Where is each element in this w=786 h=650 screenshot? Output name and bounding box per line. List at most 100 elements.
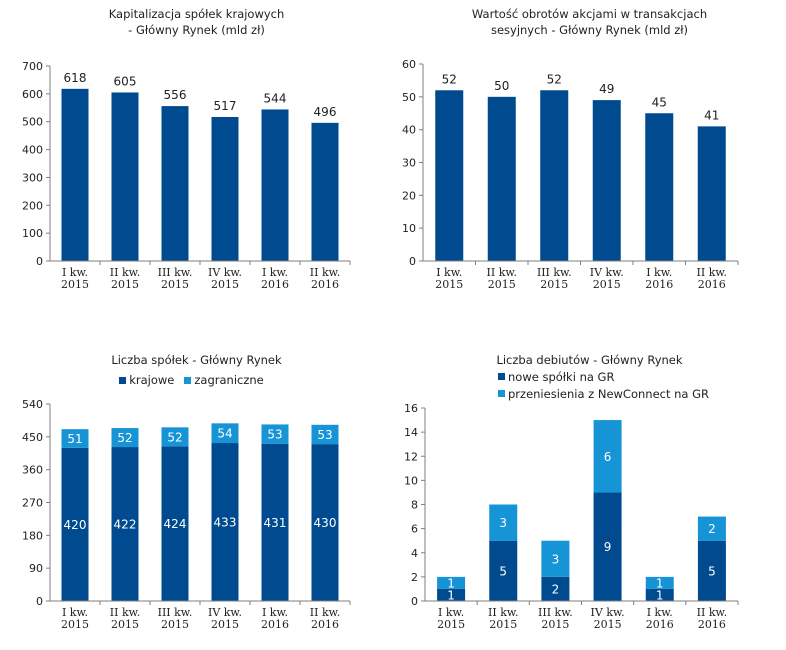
bar-segment xyxy=(437,576,466,589)
y-tick-label: 6 xyxy=(411,523,418,536)
x-tick-label: 2015 xyxy=(111,278,139,291)
chart-legend: nowe spółki na GR przeniesienia z NewCon… xyxy=(498,368,709,402)
x-tick-label: III kw. xyxy=(537,266,572,279)
bar-segment xyxy=(697,540,726,601)
chart-company-count: Liczba spółek - Główny Rynek krajowe zag… xyxy=(0,338,393,650)
x-tick-label: 2016 xyxy=(311,278,339,291)
y-tick-label: 700 xyxy=(22,60,43,73)
y-tick-label: 300 xyxy=(22,171,43,184)
y-tick-label: 400 xyxy=(22,144,43,157)
x-tick-label: 2016 xyxy=(261,278,289,291)
data-label: 1 xyxy=(656,576,664,590)
x-tick-label: 2016 xyxy=(698,618,726,631)
legend-label: krajowe xyxy=(129,373,175,387)
y-tick-label: 40 xyxy=(402,124,416,137)
bar-segment xyxy=(261,443,289,601)
data-label: 422 xyxy=(114,518,137,532)
x-tick-label: I kw. xyxy=(647,606,673,619)
y-tick-label: 600 xyxy=(22,88,43,101)
data-label: 41 xyxy=(704,108,719,122)
x-tick-label: III kw. xyxy=(538,606,573,619)
y-tick-label: 270 xyxy=(22,497,43,510)
data-label: 431 xyxy=(264,516,287,530)
y-tick-label: 30 xyxy=(402,157,416,170)
bar xyxy=(487,96,516,261)
data-label: 3 xyxy=(552,552,560,566)
x-tick-label: 2015 xyxy=(61,278,89,291)
y-tick-label: 50 xyxy=(402,91,416,104)
x-tick-label: III kw. xyxy=(158,606,193,619)
y-tick-label: 200 xyxy=(22,199,43,212)
legend-item-transfers: przeniesienia z NewConnect na GR xyxy=(498,385,709,402)
bar xyxy=(311,122,339,261)
chart-debuts: Liczba debiutów - Główny Rynek nowe spół… xyxy=(393,338,786,650)
x-tick-label: 2015 xyxy=(593,278,621,291)
data-label: 496 xyxy=(314,105,337,119)
bar-segment xyxy=(697,516,726,541)
y-tick-label: 540 xyxy=(22,398,43,411)
data-label: 51 xyxy=(67,432,82,446)
x-tick-label: IV kw. xyxy=(591,606,625,619)
data-label: 54 xyxy=(217,427,232,441)
data-label: 556 xyxy=(164,88,187,102)
y-tick-label: 0 xyxy=(36,595,43,608)
bar xyxy=(261,109,289,261)
x-tick-label: 2015 xyxy=(540,278,568,291)
y-tick-label: 90 xyxy=(29,562,43,575)
chart-title: Wartość obrotów akcjami w transakcjach s… xyxy=(471,7,708,37)
x-tick-label: 2015 xyxy=(211,618,239,631)
data-label: 49 xyxy=(599,82,614,96)
bar xyxy=(697,126,726,261)
bar xyxy=(111,92,139,261)
data-label: 1 xyxy=(447,576,455,590)
chart-title: Kapitalizacja spółek krajowych - Główny … xyxy=(108,7,285,37)
y-tick-label: 450 xyxy=(22,431,43,444)
y-tick-label: 4 xyxy=(411,547,418,560)
y-tick-label: 10 xyxy=(404,474,418,487)
bar xyxy=(211,116,239,261)
y-tick-label: 20 xyxy=(402,189,416,202)
bar-segment xyxy=(161,427,189,447)
y-tick-label: 360 xyxy=(22,464,43,477)
x-tick-label: II kw. xyxy=(310,266,340,279)
bar xyxy=(61,88,89,261)
data-label: 1 xyxy=(447,588,455,602)
bar-segment xyxy=(593,420,622,493)
data-label: 3 xyxy=(499,516,507,530)
data-label: 6 xyxy=(604,450,612,464)
y-tick-label: 10 xyxy=(402,222,416,235)
data-label: 618 xyxy=(64,71,87,85)
legend-item-new-companies: nowe spółki na GR xyxy=(498,368,709,385)
data-label: 53 xyxy=(317,428,332,442)
x-tick-label: 2015 xyxy=(111,618,139,631)
y-tick-label: 100 xyxy=(22,227,43,240)
bar-segment xyxy=(111,447,139,601)
x-tick-label: 2015 xyxy=(211,278,239,291)
data-label: 5 xyxy=(708,564,716,578)
x-tick-label: 2016 xyxy=(646,618,674,631)
chart-turnover: Wartość obrotów akcjami w transakcjach s… xyxy=(393,0,786,310)
data-label: 544 xyxy=(264,91,287,105)
y-tick-label: 12 xyxy=(404,450,418,463)
bar-segment xyxy=(161,446,189,601)
legend-swatch-new-companies xyxy=(498,373,505,380)
x-tick-label: 2015 xyxy=(488,278,516,291)
x-tick-label: III kw. xyxy=(158,266,193,279)
data-label: 517 xyxy=(214,99,237,113)
y-tick-label: 2 xyxy=(411,571,418,584)
y-tick-label: 16 xyxy=(404,402,418,415)
bar-segment xyxy=(211,443,239,601)
chart-title: Liczba debiutów - Główny Rynek xyxy=(496,353,683,367)
x-tick-label: 2015 xyxy=(541,618,569,631)
data-label: 424 xyxy=(164,517,187,531)
x-tick-label: II kw. xyxy=(488,606,518,619)
x-tick-label: II kw. xyxy=(487,266,517,279)
x-tick-label: I kw. xyxy=(262,266,288,279)
chart-market-cap: Kapitalizacja spółek krajowych - Główny … xyxy=(0,0,393,310)
bar-segment xyxy=(593,492,622,601)
bar xyxy=(161,106,189,261)
bar-segment xyxy=(489,504,518,541)
data-label: 430 xyxy=(314,516,337,530)
